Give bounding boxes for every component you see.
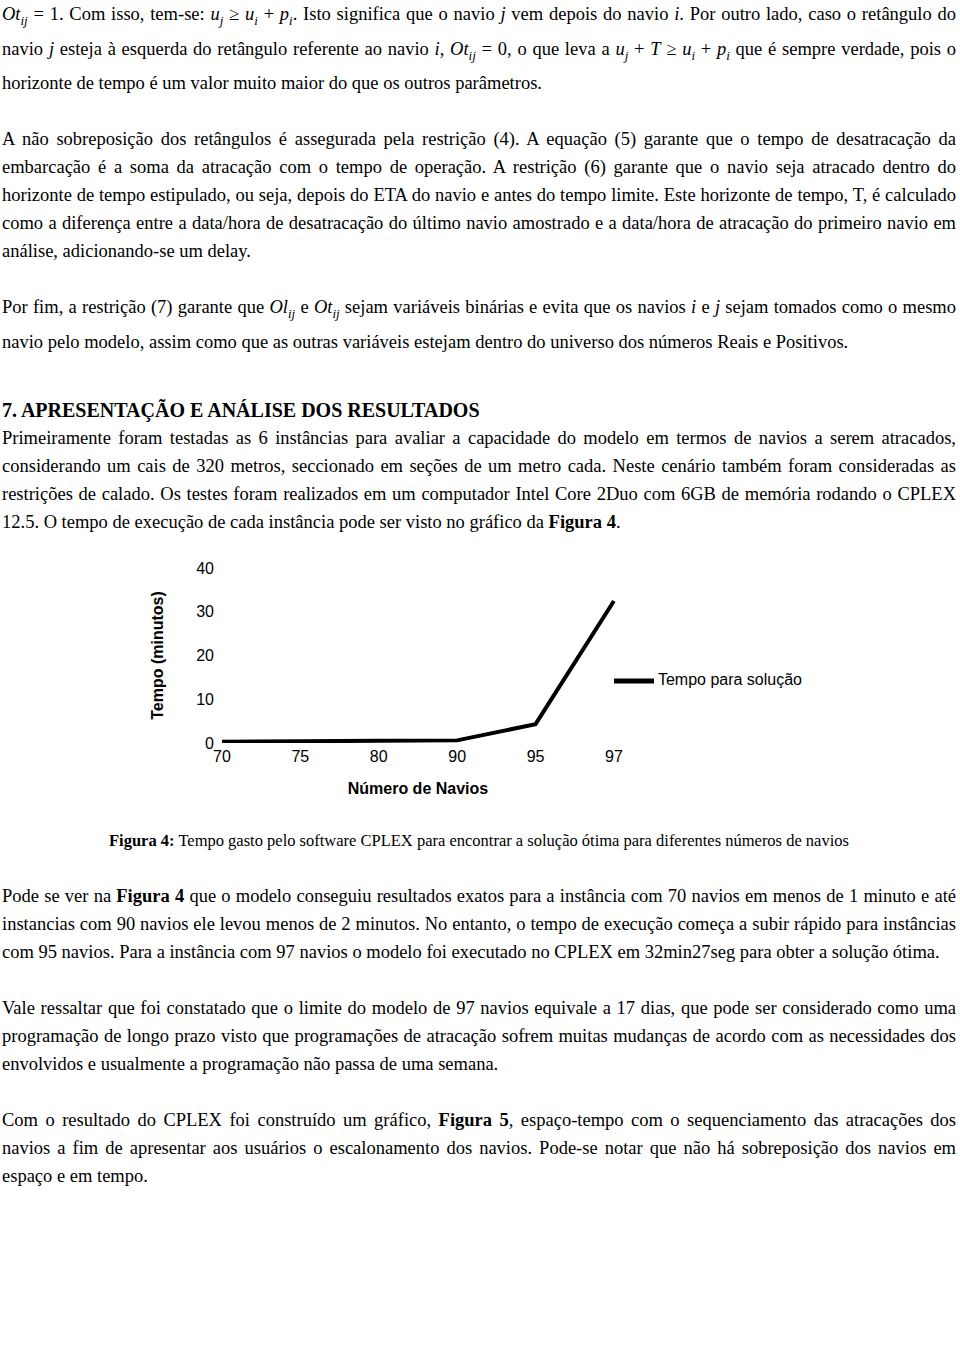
svg-text:95: 95 — [527, 748, 545, 765]
html-text:Otij= 1. Com isso, tem-se: uj≥: Otij= 1. Com isso, tem-se: uj≥ ui+ pi. I… — [2, 4, 956, 94]
html-text:Por fim, a restrição (7) garan: Por fim, a restrição (7) garante que Oli… — [2, 297, 956, 353]
svg-text:0: 0 — [205, 735, 214, 752]
html-text:Vale ressaltar que foi constat: Vale ressaltar que foi constatado que o … — [2, 998, 956, 1075]
html-text:7. APRESENTAÇÃO E ANÁLISE DOS: 7. APRESENTAÇÃO E ANÁLISE DOS RESULTADOS — [2, 399, 480, 422]
html-text:Tempo para solução: Tempo para solução — [657, 670, 802, 688]
svg-text:75: 75 — [291, 748, 309, 765]
html-text:Com o resultado do CPLEX foi c: Com o resultado do CPLEX foi construído … — [2, 1110, 956, 1187]
svg-text:10: 10 — [196, 691, 214, 708]
html-text:Primeiramente foram testadas a: Primeiramente foram testadas as 6 instân… — [2, 428, 956, 533]
svg-text:80: 80 — [370, 748, 388, 765]
svg-text:20: 20 — [196, 647, 214, 664]
svg-text:30: 30 — [196, 603, 214, 620]
svg-text:40: 40 — [196, 560, 214, 577]
svg-text:70: 70 — [213, 748, 231, 765]
svg-text:Número de Navios: Número de Navios — [348, 780, 489, 797]
html-text:Figura 4: Tempo gasto pelo sof: Figura 4: Tempo gasto pelo software CPLE… — [109, 831, 849, 851]
svg-text:97: 97 — [605, 748, 623, 765]
html-text:A não sobreposição dos retângu: A não sobreposição dos retângulos é asse… — [2, 129, 956, 262]
svg-text:Tempo (minutos): Tempo (minutos) — [149, 591, 166, 720]
html-text:Pode se ver na Figura 4 que o: Pode se ver na Figura 4 que o modelo con… — [2, 886, 956, 963]
svg-text:90: 90 — [448, 748, 466, 765]
